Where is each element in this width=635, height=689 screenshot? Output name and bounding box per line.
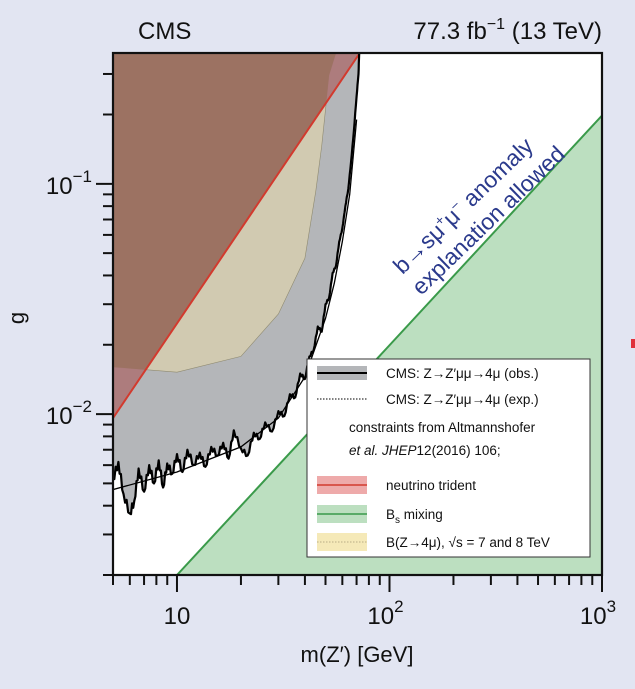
bs-mixing-line — [176, 114, 602, 575]
luminosity-exponent: −1 — [487, 16, 505, 33]
legend: CMS: Z→Z′μμ→4μ (obs.) CMS: Z→Z′μμ→4μ (ex… — [306, 358, 591, 558]
y-tick-label: 10−2 — [46, 397, 92, 430]
neutrino-trident-line — [113, 53, 362, 419]
y-tick-label: 10−1 — [46, 167, 92, 200]
axis-tick-labels: 10 102 103 10−1 10−2 — [46, 167, 616, 630]
axis-ticks — [96, 72, 603, 592]
legend-label-bs: Bs mixing — [386, 507, 443, 526]
cms-observed-line — [113, 53, 361, 516]
legend-label-exp: CMS: Z→Z′μμ→4μ (exp.) — [386, 392, 539, 407]
legend-label-trident: neutrino trident — [386, 478, 476, 493]
experiment-label: CMS — [138, 18, 191, 45]
x-tick-label: 10 — [164, 603, 191, 630]
x-tick-label: 103 — [580, 597, 616, 630]
energy-value: (13 TeV) — [505, 18, 602, 45]
luminosity-label: 77.3 fb−1 (13 TeV) — [413, 16, 602, 45]
edge-mark — [631, 339, 635, 348]
legend-box — [306, 358, 591, 558]
legend-citation: et al. JHEP12(2016) 106; — [349, 443, 501, 458]
y-axis-label: g — [4, 312, 29, 324]
legend-label-z4mu: B(Z→4μ), √s = 7 and 8 TeV — [386, 535, 550, 550]
legend-constraints-text: constraints from Altmannshofer — [349, 420, 536, 435]
luminosity-value: 77.3 fb — [413, 18, 486, 45]
x-tick-label: 102 — [367, 597, 403, 630]
legend-label-obs: CMS: Z→Z′μμ→4μ (obs.) — [386, 366, 539, 381]
x-axis-label: m(Z′) [GeV] — [301, 642, 414, 667]
